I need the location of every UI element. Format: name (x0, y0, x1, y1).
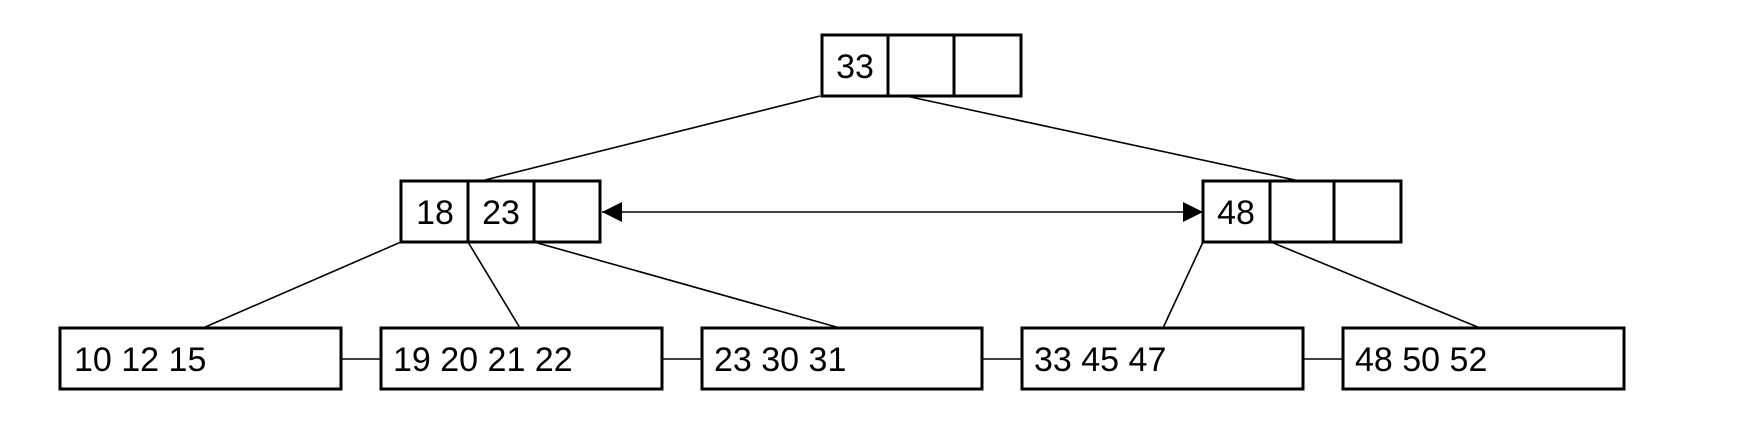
leaf-keys-label: 33 45 47 (1034, 341, 1166, 379)
root-key-label: 33 (836, 48, 874, 86)
root-key-slot (886, 33, 956, 98)
leaf-node: 48 50 52 (1341, 326, 1626, 391)
edge-right-internal-to-leaf-4 (1162, 241, 1204, 329)
internal-node-right: 48 (1201, 179, 1403, 244)
leaf-box (58, 326, 343, 391)
edge-root-to-right-internal (905, 95, 1296, 181)
edge-left-internal-to-leaf-1 (202, 241, 402, 329)
edge-left-internal-to-leaf-2 (467, 241, 521, 329)
edge-root-to-left-internal (484, 95, 821, 181)
leaf-box (1341, 326, 1626, 391)
internal-key-slot (1268, 179, 1336, 244)
root-node: 33 (820, 33, 1023, 98)
internal-node-left: 18 23 (399, 179, 602, 244)
leaf-node: 23 30 31 (700, 326, 984, 391)
root-key-slot (952, 33, 1023, 98)
leaf-box (379, 326, 664, 391)
internal-key-label: 23 (482, 194, 520, 232)
leaf-keys-label: 48 50 52 (1355, 341, 1487, 379)
internal-key-slot (532, 179, 602, 244)
edge-right-internal-to-leaf-5 (1270, 241, 1481, 329)
leaf-node: 10 12 15 (58, 326, 343, 391)
leaf-keys-label: 23 30 31 (714, 341, 846, 379)
internal-key-slot (466, 179, 536, 244)
internal-key-label: 18 (416, 194, 454, 232)
leaf-box (1020, 326, 1305, 391)
internal-key-slot (1332, 179, 1403, 244)
leaf-keys-label: 19 20 21 22 (393, 341, 573, 379)
edge-left-internal-to-leaf-3 (533, 241, 841, 329)
leaf-box (700, 326, 984, 391)
leaf-node: 33 45 47 (1020, 326, 1305, 391)
internal-key-label: 48 (1217, 194, 1255, 232)
leaf-keys-label: 10 12 15 (74, 341, 206, 379)
leaf-node: 19 20 21 22 (379, 326, 664, 391)
